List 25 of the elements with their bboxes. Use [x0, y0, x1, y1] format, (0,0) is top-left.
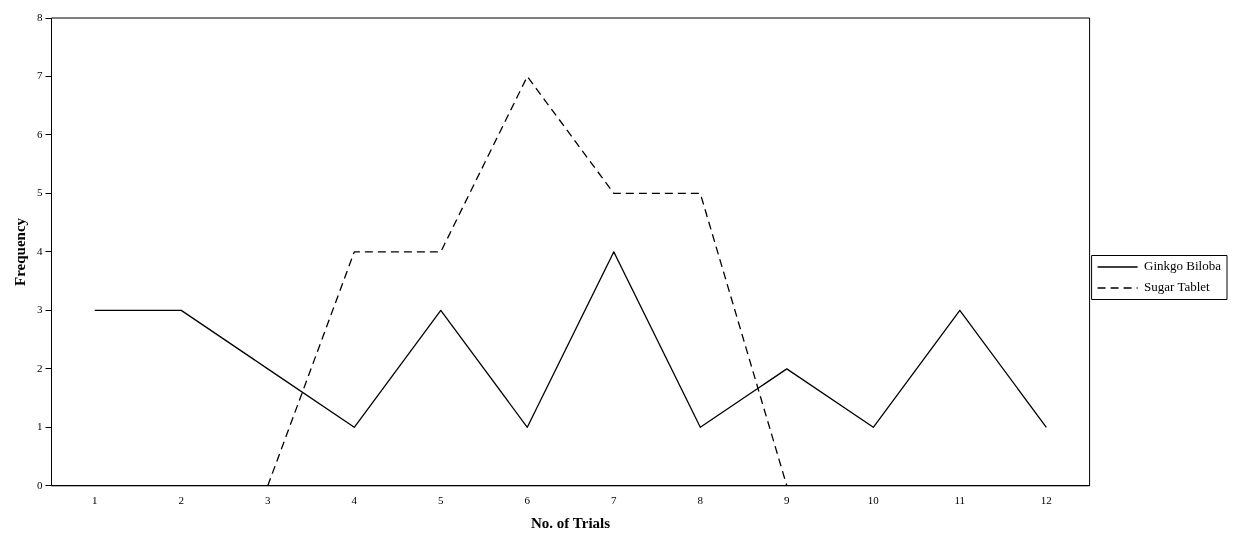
x-tick-label: 6 [524, 494, 531, 507]
y-tick-label: 8 [37, 10, 43, 23]
x-tick-label: 3 [265, 494, 272, 507]
legend-label: Sugar Tablet [1144, 279, 1211, 295]
y-axis-title: Frequency [11, 217, 28, 286]
y-tick-label: 1 [37, 420, 43, 433]
x-tick-label: 1 [92, 494, 98, 507]
x-tick-label: 4 [351, 494, 358, 507]
x-tick-label: 5 [438, 494, 445, 507]
legend-label: Ginkgo Biloba [1144, 258, 1222, 274]
x-tick-label: 10 [867, 494, 880, 507]
y-tick-label: 3 [37, 303, 43, 316]
x-tick-label: 12 [1040, 494, 1052, 507]
x-tick-label: 11 [954, 494, 966, 507]
y-tick-label: 7 [37, 69, 43, 82]
y-tick-label: 2 [37, 361, 43, 374]
y-tick-label: 5 [37, 186, 43, 199]
x-axis-title: No. of Trials [531, 514, 611, 531]
x-tick-label: 8 [697, 494, 704, 507]
x-tick-label: 9 [784, 494, 791, 507]
x-tick-label: 2 [178, 494, 185, 507]
y-tick-label: 4 [37, 244, 43, 257]
y-tick-label: 6 [37, 127, 43, 140]
x-tick-label: 7 [611, 494, 618, 507]
y-tick-label: 0 [37, 478, 43, 491]
